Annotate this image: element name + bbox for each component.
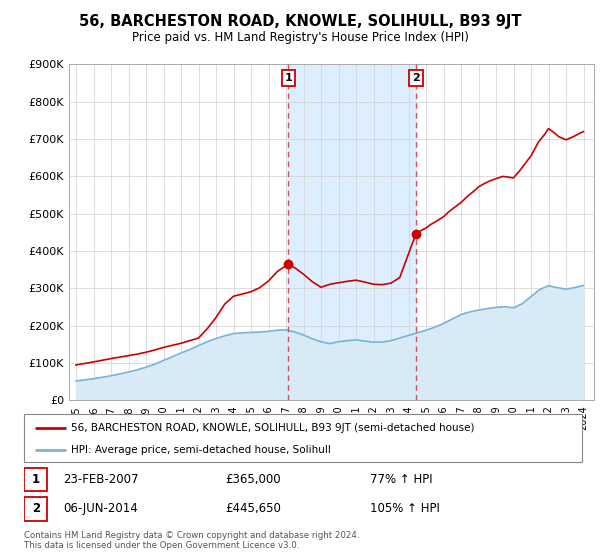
Text: 23-FEB-2007: 23-FEB-2007 — [63, 473, 139, 486]
Text: 77% ↑ HPI: 77% ↑ HPI — [370, 473, 433, 486]
FancyBboxPatch shape — [24, 414, 582, 462]
FancyBboxPatch shape — [24, 468, 47, 491]
Text: £445,650: £445,650 — [225, 502, 281, 515]
Text: 06-JUN-2014: 06-JUN-2014 — [63, 502, 138, 515]
Text: 105% ↑ HPI: 105% ↑ HPI — [370, 502, 440, 515]
Text: Price paid vs. HM Land Registry's House Price Index (HPI): Price paid vs. HM Land Registry's House … — [131, 31, 469, 44]
Text: Contains HM Land Registry data © Crown copyright and database right 2024.
This d: Contains HM Land Registry data © Crown c… — [24, 531, 359, 550]
Text: 2: 2 — [32, 502, 40, 515]
Text: 1: 1 — [284, 73, 292, 83]
Text: 56, BARCHESTON ROAD, KNOWLE, SOLIHULL, B93 9JT (semi-detached house): 56, BARCHESTON ROAD, KNOWLE, SOLIHULL, B… — [71, 423, 475, 433]
Text: 2: 2 — [412, 73, 420, 83]
Text: 56, BARCHESTON ROAD, KNOWLE, SOLIHULL, B93 9JT: 56, BARCHESTON ROAD, KNOWLE, SOLIHULL, B… — [79, 14, 521, 29]
Bar — [289, 64, 416, 400]
Text: 1: 1 — [32, 473, 40, 486]
FancyBboxPatch shape — [24, 497, 47, 521]
Text: £365,000: £365,000 — [225, 473, 281, 486]
Text: HPI: Average price, semi-detached house, Solihull: HPI: Average price, semi-detached house,… — [71, 445, 331, 455]
